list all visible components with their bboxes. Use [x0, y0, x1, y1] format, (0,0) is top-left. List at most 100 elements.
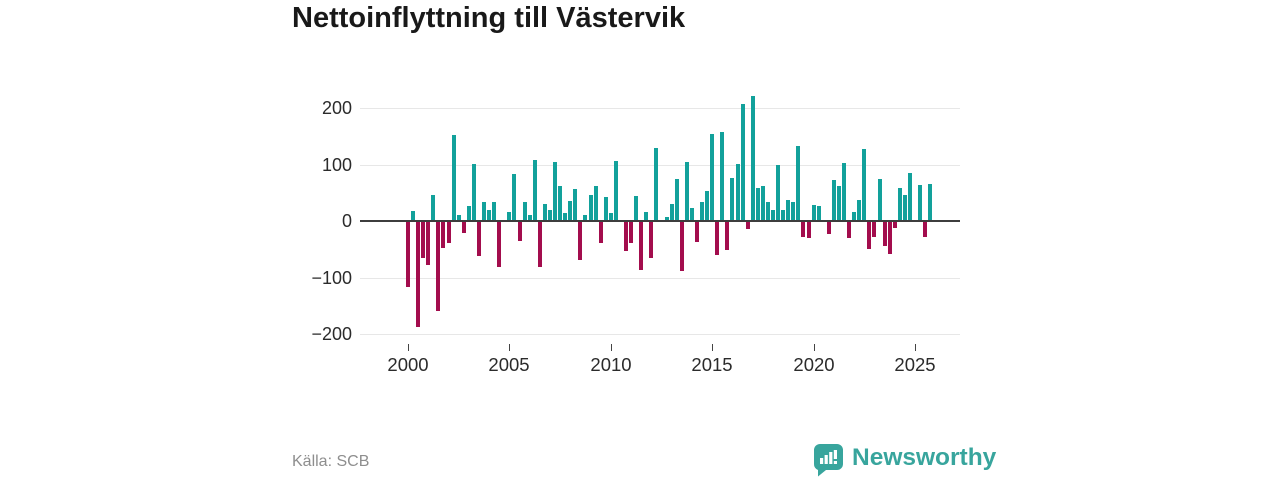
- bar: [528, 215, 532, 220]
- bar: [614, 161, 618, 220]
- bar: [736, 164, 740, 220]
- bar: [903, 195, 907, 220]
- bar: [518, 222, 522, 241]
- gridline: [360, 108, 960, 109]
- bar: [583, 215, 587, 220]
- x-axis-tick: [509, 344, 510, 351]
- bar: [426, 222, 430, 265]
- x-axis-label: 2000: [387, 354, 429, 375]
- bar: [599, 222, 603, 243]
- bar: [670, 204, 674, 220]
- bar: [923, 222, 927, 237]
- x-axis-tick: [712, 344, 713, 351]
- bar: [538, 222, 542, 267]
- bar: [725, 222, 729, 250]
- bar: [801, 222, 805, 237]
- bar: [578, 222, 582, 260]
- bar: [573, 189, 577, 220]
- bar: [888, 222, 892, 254]
- bar: [447, 222, 451, 243]
- bar: [523, 202, 527, 220]
- bar: [852, 212, 856, 220]
- bar: [730, 178, 734, 220]
- x-axis-label: 2020: [793, 354, 835, 375]
- bar: [791, 202, 795, 220]
- bar: [842, 163, 846, 220]
- bar: [700, 202, 704, 220]
- page-title: Nettoinflyttning till Västervik: [292, 2, 686, 34]
- bar: [751, 96, 755, 220]
- bar: [487, 210, 491, 220]
- bar: [832, 180, 836, 220]
- bar: [533, 160, 537, 220]
- x-axis-label: 2015: [691, 354, 733, 375]
- x-axis-tick: [611, 344, 612, 351]
- y-axis-label: 0: [341, 211, 352, 231]
- gridline: [360, 278, 960, 279]
- bar: [817, 206, 821, 220]
- x-axis-tick: [814, 344, 815, 351]
- x-axis-label: 2025: [894, 354, 936, 375]
- bar: [477, 222, 481, 256]
- y-axis-label: 100: [321, 155, 352, 175]
- bar: [594, 186, 598, 220]
- newsworthy-brand: Newsworthy: [813, 443, 996, 477]
- bar: [781, 210, 785, 220]
- bar: [665, 217, 669, 220]
- bar: [416, 222, 420, 327]
- bar: [715, 222, 719, 255]
- bar: [680, 222, 684, 271]
- bar: [756, 188, 760, 220]
- bar: [457, 215, 461, 220]
- bar: [644, 212, 648, 220]
- bar: [406, 222, 410, 287]
- bar: [507, 212, 511, 220]
- x-axis-label: 2010: [590, 354, 632, 375]
- bar: [720, 132, 724, 220]
- bar: [411, 211, 415, 220]
- x-axis-tick: [915, 344, 916, 351]
- zero-axis-line: [360, 220, 960, 222]
- bar: [624, 222, 628, 251]
- bar: [604, 197, 608, 220]
- bar: [796, 146, 800, 220]
- bar: [649, 222, 653, 258]
- bar: [629, 222, 633, 243]
- bar: [492, 202, 496, 220]
- bar: [741, 104, 745, 220]
- bar: [847, 222, 851, 238]
- bar: [776, 165, 780, 220]
- bar: [812, 205, 816, 220]
- brand-name: Newsworthy: [852, 444, 997, 471]
- x-axis-label: 2005: [488, 354, 530, 375]
- newsworthy-logo-icon: [813, 443, 844, 482]
- bar: [695, 222, 699, 242]
- bar: [862, 149, 866, 220]
- bar: [634, 196, 638, 220]
- bar: [558, 186, 562, 220]
- y-axis-label: −200: [311, 324, 352, 344]
- bar: [421, 222, 425, 258]
- bar: [837, 186, 841, 220]
- bar: [568, 201, 572, 220]
- bar: [705, 191, 709, 220]
- bar: [908, 173, 912, 220]
- bar: [654, 148, 658, 220]
- bar: [467, 206, 471, 220]
- bar: [441, 222, 445, 248]
- bar: [431, 195, 435, 220]
- bar: [893, 222, 897, 228]
- bar: [867, 222, 871, 249]
- y-axis-label: 200: [321, 98, 352, 118]
- bar: [827, 222, 831, 234]
- bar: [452, 135, 456, 220]
- bar: [807, 222, 811, 238]
- x-axis-tick: [408, 344, 409, 351]
- bar: [675, 179, 679, 220]
- bar: [872, 222, 876, 237]
- bar: [746, 222, 750, 229]
- bar: [786, 200, 790, 220]
- bar: [685, 162, 689, 220]
- bar: [710, 134, 714, 220]
